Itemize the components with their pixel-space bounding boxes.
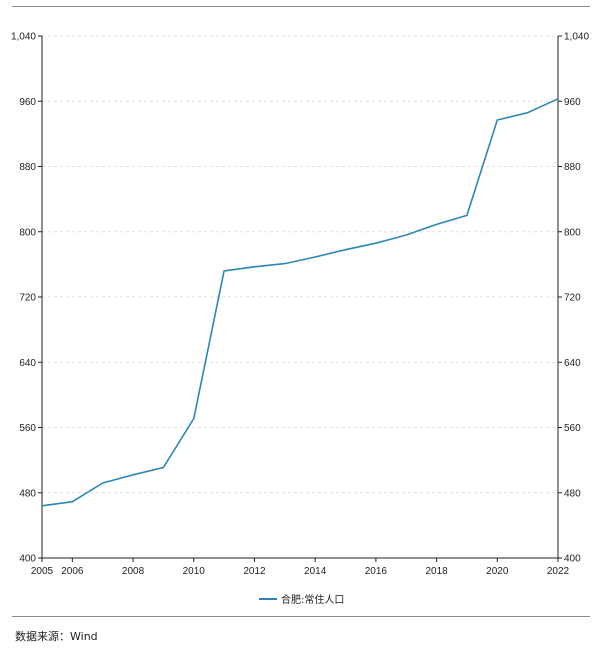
x-tick-label: 2022 — [547, 566, 570, 577]
y-tick-label: 960 — [19, 97, 36, 108]
x-tick-label: 2006 — [61, 566, 84, 577]
y-tick-label: 400 — [19, 554, 36, 565]
y-tick-label-right: 800 — [564, 227, 581, 238]
x-tick-label: 2018 — [425, 566, 448, 577]
x-tick-label: 2012 — [243, 566, 266, 577]
grid-lines — [42, 35, 558, 494]
x-tick-label: 2016 — [365, 566, 388, 577]
y-tick-label-right: 560 — [564, 423, 581, 434]
y-axis-left: 400 480 560 640 720 800 880 960 1,040 — [11, 32, 42, 565]
y-tick-label: 480 — [19, 488, 36, 499]
x-tick-label: 2005 — [31, 566, 54, 577]
y-tick-label: 560 — [19, 423, 36, 434]
x-tick-label: 2014 — [304, 566, 327, 577]
source-note: 数据来源：Wind — [15, 630, 98, 643]
y-tick-label: 880 — [19, 162, 36, 173]
bottom-rule — [12, 616, 590, 617]
x-axis: 2005 2006 2008 2010 2012 2014 2016 2018 2020 2022 — [31, 558, 570, 577]
y-tick-label-right: 640 — [564, 358, 581, 369]
legend-label: 合肥:常住人口 — [281, 593, 344, 606]
x-tick-label: 2020 — [486, 566, 509, 577]
legend[interactable]: 合肥:常住人口 — [259, 593, 344, 606]
y-tick-label: 640 — [19, 358, 36, 369]
top-rule — [12, 6, 590, 7]
series-layer — [41, 98, 559, 507]
y-tick-label-right: 880 — [564, 162, 581, 173]
y-tick-label-right: 720 — [564, 293, 581, 304]
y-tick-label-right: 1,040 — [564, 32, 589, 43]
y-tick-label-right: 960 — [564, 97, 581, 108]
y-tick-label: 800 — [19, 227, 36, 238]
y-tick-label-right: 480 — [564, 488, 581, 499]
x-tick-label: 2008 — [122, 566, 145, 577]
y-tick-label-right: 400 — [564, 554, 581, 565]
y-tick-label: 1,040 — [11, 32, 36, 43]
y-tick-label: 720 — [19, 293, 36, 304]
x-tick-label: 2010 — [183, 566, 206, 577]
y-axis-right: 400 480 560 640 720 800 880 960 1,040 — [558, 32, 589, 565]
line-chart: 400 480 560 640 720 800 880 960 1,040 400 480 560 6… — [11, 32, 589, 607]
series-line-0 — [41, 98, 559, 507]
